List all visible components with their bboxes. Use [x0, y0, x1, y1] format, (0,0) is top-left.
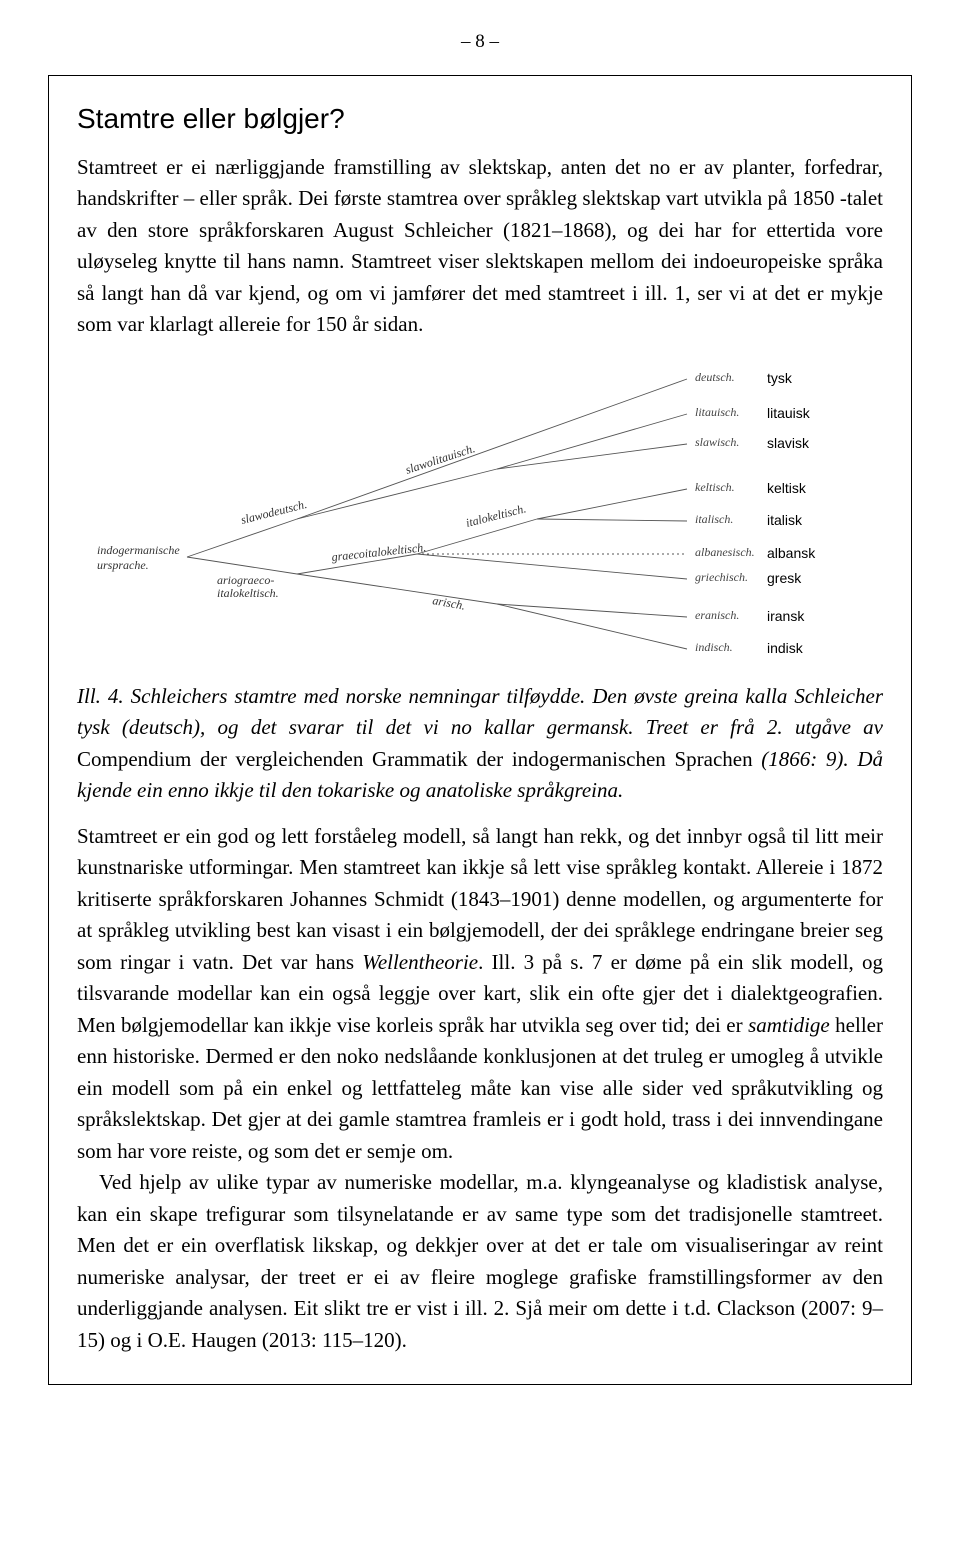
leaf-trans-4: italisk	[767, 512, 803, 528]
figure-caption: Ill. 4. Schleichers stamtre med norske n…	[77, 681, 883, 807]
leaf-orig-1: litauisch.	[695, 405, 739, 419]
leaf-orig-0: deutsch.	[695, 370, 735, 384]
node-slawolitauisch: slawolitauisch.	[404, 441, 477, 477]
leaf-trans-8: indisk	[767, 640, 804, 656]
stamtre-svg: indogermanische ursprache.	[77, 359, 877, 659]
caption-prefix: Ill. 4. Schleichers stamtre med norske n…	[77, 684, 883, 740]
leaf-orig-3: keltisch.	[695, 480, 735, 494]
body-paragraph-1: Stamtreet er ein god og lett forståeleg …	[77, 821, 883, 1168]
leaf-orig-2: slawisch.	[695, 435, 739, 449]
leaf-orig-8: indisch.	[695, 640, 733, 654]
intro-paragraph: Stamtreet er ei nærliggjande framstillin…	[77, 152, 883, 341]
node-ariograeco-2: italokeltisch.	[217, 586, 279, 600]
leaf-trans-1: litauisk	[767, 405, 811, 421]
leaf-trans-6: gresk	[767, 570, 802, 586]
caption-roman: Compendium der vergleichenden Grammatik …	[77, 747, 761, 771]
node-slawodeutsch: slawodeutsch.	[239, 496, 308, 526]
node-ariograeco-1: ariograeco-	[217, 573, 274, 587]
leaf-trans-5: albansk	[767, 545, 816, 561]
leaf-orig-6: griechisch.	[695, 570, 748, 584]
root-label-2: ursprache.	[97, 558, 149, 572]
body-paragraph-2: Ved hjelp av ulike typar av numeriske mo…	[77, 1167, 883, 1356]
content-box: Stamtre eller bølgjer? Stamtreet er ei n…	[48, 75, 912, 1386]
root-label-1: indogermanische	[97, 543, 180, 557]
p2-b: Wellentheorie	[362, 950, 478, 974]
leaf-trans-2: slavisk	[767, 435, 810, 451]
tree-figure: indogermanische ursprache.	[77, 359, 883, 659]
page-number: – 8 –	[48, 28, 912, 57]
leaf-trans-7: iransk	[767, 608, 805, 624]
leaf-orig-7: eranisch.	[695, 608, 739, 622]
leaf-trans-0: tysk	[767, 370, 793, 386]
box-heading: Stamtre eller bølgjer?	[77, 98, 883, 140]
leaf-orig-5: albanesisch.	[695, 545, 755, 559]
leaf-orig-4: italisch.	[695, 512, 733, 526]
node-arisch: arisch.	[431, 593, 466, 613]
p2-d: samtidige	[748, 1013, 830, 1037]
node-italokeltisch: italokeltisch.	[464, 501, 527, 530]
leaf-trans-3: keltisk	[767, 480, 807, 496]
